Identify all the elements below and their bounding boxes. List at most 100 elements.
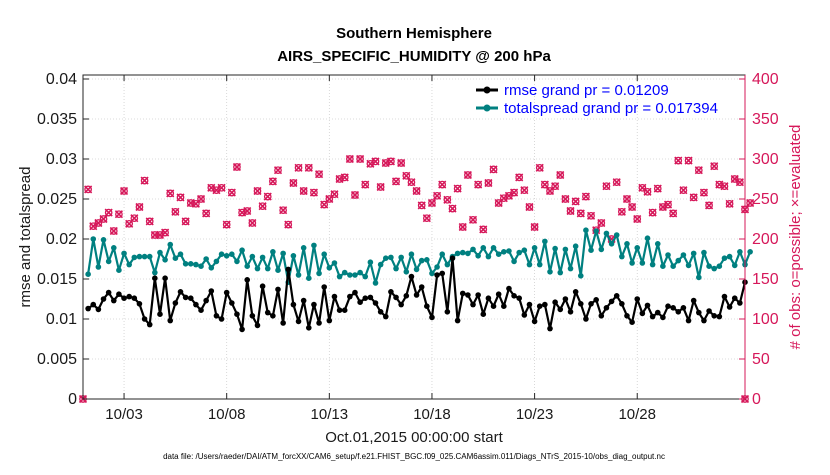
rmse-point	[495, 291, 502, 298]
rmse-point	[275, 286, 281, 293]
obs-possible-marker	[176, 193, 185, 202]
totalspread-point	[619, 253, 625, 260]
obs-marker	[227, 188, 236, 197]
totalspread-point	[675, 257, 682, 264]
totalspread-point	[444, 261, 451, 268]
obs-possible-marker	[689, 193, 698, 202]
rmse-point	[424, 303, 430, 310]
totalspread-point	[393, 265, 399, 272]
rmse-point	[613, 293, 620, 299]
obs-possible-marker	[217, 183, 226, 192]
rmse-point	[95, 306, 102, 313]
y2-tick-label: 150	[752, 271, 779, 288]
obs-possible-marker	[202, 209, 211, 218]
totalspread-point	[716, 263, 723, 270]
rmse-point	[234, 311, 240, 318]
rmse-point	[105, 289, 112, 296]
totalspread-point	[480, 245, 487, 251]
totalspread-point	[562, 246, 569, 253]
obs-possible-marker	[407, 178, 416, 187]
obs-marker	[268, 177, 277, 186]
rmse-point	[675, 309, 682, 315]
totalspread-point	[105, 258, 112, 265]
obs-evaluated-marker	[581, 192, 590, 201]
rmse-point	[408, 273, 415, 280]
totalspread-point	[613, 232, 620, 238]
rmse-point	[403, 293, 410, 299]
obs-possible-marker	[746, 199, 754, 207]
obs-possible-marker	[104, 208, 113, 217]
obs-possible-marker	[392, 177, 400, 186]
obs-possible-marker	[186, 199, 195, 207]
obs-marker	[140, 176, 149, 185]
chart-subtitle: AIRS_SPECIFIC_HUMIDITY @ 200 hPa	[277, 48, 551, 65]
obs-marker	[248, 218, 257, 228]
totalspread-point	[706, 263, 712, 270]
totalspread-point	[413, 266, 420, 273]
rmse-point	[198, 307, 204, 314]
obs-possible-marker	[130, 214, 139, 223]
obs-marker	[628, 202, 637, 212]
obs-evaluated-marker	[468, 215, 478, 224]
obs-marker	[284, 220, 293, 229]
obs-possible-marker	[617, 207, 626, 216]
obs-marker	[438, 180, 447, 189]
x-tick-label: 10/13	[311, 406, 349, 423]
totalspread-point	[218, 251, 225, 257]
totalspread-point	[470, 246, 476, 253]
obs-possible-marker	[571, 197, 580, 206]
totalspread-point	[654, 241, 661, 247]
obs-possible-marker	[684, 156, 693, 165]
obs-evaluated-marker	[109, 226, 118, 236]
totalspread-point	[475, 253, 481, 259]
y2-tick-label: 350	[752, 111, 779, 128]
rmse-point	[644, 302, 651, 309]
obs-marker	[232, 162, 242, 172]
obs-possible-marker	[433, 191, 441, 200]
rmse-point	[665, 303, 671, 310]
obs-evaluated-marker	[669, 209, 678, 218]
rmse-point	[352, 289, 358, 296]
totalspread-point	[526, 261, 533, 268]
totalspread-point	[639, 260, 646, 266]
obs-possible-marker	[310, 188, 318, 197]
obs-evaluated-marker	[540, 180, 549, 189]
rmse-point	[203, 297, 209, 304]
obs-evaluated-marker	[628, 202, 637, 212]
obs-evaluated-marker	[679, 186, 688, 195]
rmse-point	[126, 293, 132, 300]
obs-possible-marker	[705, 201, 713, 210]
obs-possible-marker	[453, 184, 462, 193]
obs-evaluated-marker	[304, 163, 313, 172]
obs-possible-marker	[412, 187, 421, 195]
obs-possible-marker	[448, 204, 457, 213]
y-tick-label: 0.02	[46, 231, 77, 248]
rmse-point	[418, 284, 425, 290]
totalspread-point	[126, 261, 132, 268]
obs-possible-marker	[417, 201, 426, 210]
totalspread-point	[362, 273, 369, 280]
obs-evaluated-marker	[535, 163, 544, 172]
obs-possible-marker	[422, 214, 431, 223]
obs-evaluated-marker	[510, 188, 519, 197]
obs-evaluated-marker	[412, 186, 421, 196]
obs-marker	[530, 222, 539, 232]
obs-evaluated-marker	[699, 188, 709, 197]
obs-possible-marker	[376, 183, 385, 191]
obs-possible-marker	[582, 192, 590, 201]
obs-marker	[104, 208, 113, 217]
obs-evaluated-marker	[530, 222, 539, 232]
y-tick-label: 0.005	[37, 351, 77, 368]
totalspread-point	[223, 253, 230, 259]
rmse-point	[336, 307, 343, 314]
rmse-point	[167, 317, 174, 324]
obs-evaluated-marker	[643, 187, 652, 196]
rmse-point	[542, 301, 548, 308]
obs-marker	[694, 166, 703, 175]
y-axis-label: rmse and totalspread	[17, 167, 34, 308]
obs-possible-marker	[269, 177, 277, 186]
obs-possible-marker	[243, 207, 252, 215]
obs-marker	[540, 180, 549, 189]
obs-possible-marker	[648, 208, 657, 217]
y2-tick-label: 0	[752, 391, 761, 408]
